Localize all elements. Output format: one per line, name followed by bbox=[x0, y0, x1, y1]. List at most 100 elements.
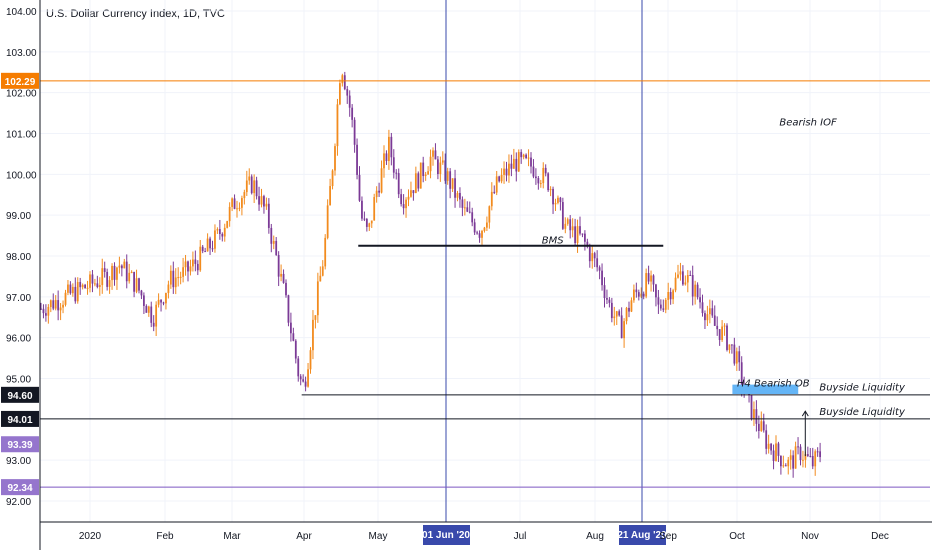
candle-body bbox=[500, 174, 503, 182]
candle-body bbox=[101, 268, 104, 286]
candle-body bbox=[167, 284, 170, 293]
candle-body bbox=[346, 89, 349, 96]
candle-body bbox=[488, 206, 491, 223]
y-tick-label: 92.00 bbox=[6, 497, 31, 508]
candle-body bbox=[613, 316, 616, 319]
candle-body bbox=[655, 284, 657, 298]
candle-body bbox=[503, 168, 505, 175]
candle-body bbox=[618, 311, 621, 316]
candle-body bbox=[177, 277, 180, 279]
candle-body bbox=[451, 178, 454, 189]
candle-body bbox=[819, 451, 821, 458]
candle-body bbox=[490, 191, 493, 207]
candle-body bbox=[625, 307, 628, 322]
candle-body bbox=[588, 246, 591, 262]
arrow-head bbox=[801, 410, 809, 417]
candle-body bbox=[434, 150, 437, 160]
candle-body bbox=[373, 197, 376, 221]
candle-body bbox=[79, 282, 82, 288]
candle-body bbox=[806, 454, 809, 456]
candle-body bbox=[133, 271, 135, 292]
candle-body bbox=[721, 326, 723, 340]
candle-body bbox=[40, 308, 42, 310]
candle-body bbox=[272, 240, 275, 244]
y-tick-label: 100.00 bbox=[6, 170, 37, 181]
candle-body bbox=[204, 251, 207, 253]
candle-body bbox=[498, 176, 501, 182]
candle-body bbox=[140, 290, 143, 296]
candle-body bbox=[574, 226, 576, 244]
y-tick-label: 96.00 bbox=[6, 334, 31, 345]
candle-body bbox=[91, 274, 94, 284]
price-tag-label: 92.34 bbox=[7, 483, 32, 494]
candle-body bbox=[309, 350, 312, 370]
candle-body bbox=[228, 206, 231, 222]
y-tick-label: 104.00 bbox=[6, 7, 37, 18]
candle-body bbox=[160, 299, 162, 303]
candle-body bbox=[711, 308, 714, 316]
candle-body bbox=[486, 222, 488, 228]
candle-body bbox=[397, 173, 400, 195]
candle-body bbox=[162, 302, 165, 304]
candle-body bbox=[236, 208, 238, 210]
candle-body bbox=[696, 284, 699, 298]
candle-body bbox=[414, 173, 417, 194]
candle-body bbox=[388, 136, 390, 162]
candle-body bbox=[243, 192, 246, 199]
order-block-box bbox=[732, 384, 799, 395]
candle-body bbox=[304, 381, 307, 387]
y-axis: 104.00 103.00 102.00 101.00 100.00 99.00 98.00… bbox=[1, 0, 41, 550]
candle-body bbox=[98, 285, 101, 288]
candle-body bbox=[738, 351, 741, 363]
candle-body bbox=[258, 196, 260, 205]
candle-body bbox=[226, 221, 229, 228]
candle-body bbox=[410, 190, 412, 197]
candle-body bbox=[427, 171, 429, 175]
candle-body bbox=[343, 75, 346, 90]
candle-body bbox=[233, 198, 236, 209]
price-tag bbox=[1, 410, 39, 427]
candle-body bbox=[566, 219, 569, 224]
candle-body bbox=[290, 322, 292, 334]
candle-body bbox=[645, 273, 648, 297]
candle-body bbox=[493, 191, 496, 193]
candle-body bbox=[530, 157, 532, 167]
candle-body bbox=[767, 443, 770, 449]
candle-body bbox=[59, 307, 62, 311]
candle-body bbox=[86, 287, 89, 289]
candle-body bbox=[76, 282, 79, 302]
candle-body bbox=[321, 266, 324, 276]
candle-body bbox=[103, 268, 106, 272]
candle-body bbox=[263, 196, 265, 207]
candle-body bbox=[108, 280, 111, 287]
candle-body bbox=[64, 292, 67, 305]
candle-body bbox=[250, 176, 253, 194]
date-marker-tag bbox=[423, 525, 470, 545]
candle-body bbox=[561, 202, 564, 229]
candle-body bbox=[174, 277, 177, 288]
price-tag bbox=[1, 386, 39, 403]
candle-body bbox=[334, 146, 336, 171]
x-tick-label: Aug bbox=[586, 531, 604, 542]
candle-body bbox=[564, 223, 567, 229]
candle-body bbox=[47, 307, 50, 316]
candle-body bbox=[231, 198, 233, 207]
candle-body bbox=[542, 167, 545, 184]
annotation-label: Buyside Liquidity bbox=[819, 407, 906, 418]
candle-body bbox=[172, 270, 175, 288]
candle-body bbox=[255, 180, 258, 197]
candle-body bbox=[679, 271, 682, 275]
candle-body bbox=[794, 446, 797, 469]
candle-body bbox=[760, 421, 763, 431]
candle-body bbox=[816, 451, 819, 453]
candle-body bbox=[245, 180, 248, 193]
candle-body bbox=[84, 284, 86, 289]
candle-body bbox=[265, 203, 268, 207]
candle-body bbox=[437, 159, 439, 175]
candle-body bbox=[677, 274, 679, 278]
candle-body bbox=[633, 289, 635, 301]
price-tag-label: 94.01 bbox=[7, 415, 32, 426]
candle-body bbox=[674, 277, 677, 291]
candle-body bbox=[544, 167, 547, 174]
